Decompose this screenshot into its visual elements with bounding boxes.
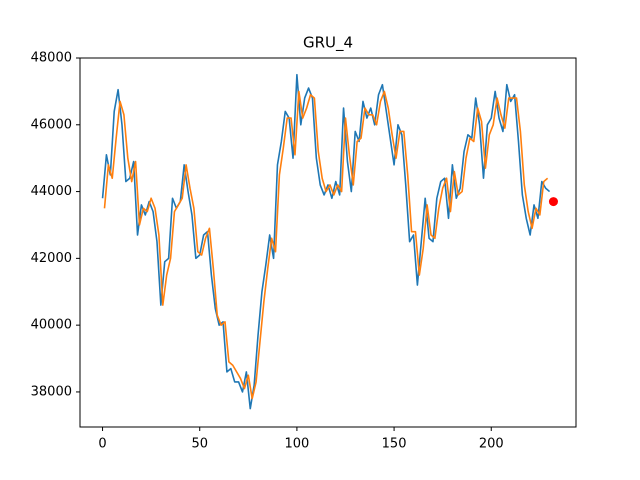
y-tick-label: 38000: [31, 384, 72, 399]
x-tick-label: 150: [382, 437, 407, 452]
axes-frame: [79, 57, 577, 428]
y-tick-label: 48000: [31, 51, 72, 66]
x-tick-label: 200: [479, 437, 504, 452]
series-line: [103, 90, 549, 400]
chart-title: GRU_4: [303, 34, 353, 53]
marker-point: [548, 197, 558, 207]
y-tick-label: 42000: [31, 251, 72, 266]
x-tick-label: 0: [98, 437, 106, 452]
x-tick-label: 100: [284, 437, 309, 452]
y-tick-label: 46000: [31, 117, 72, 132]
plot-area: [101, 73, 558, 410]
y-tick-label: 44000: [31, 184, 72, 199]
y-tick-label: 40000: [31, 318, 72, 333]
x-tick-label: 50: [191, 437, 208, 452]
